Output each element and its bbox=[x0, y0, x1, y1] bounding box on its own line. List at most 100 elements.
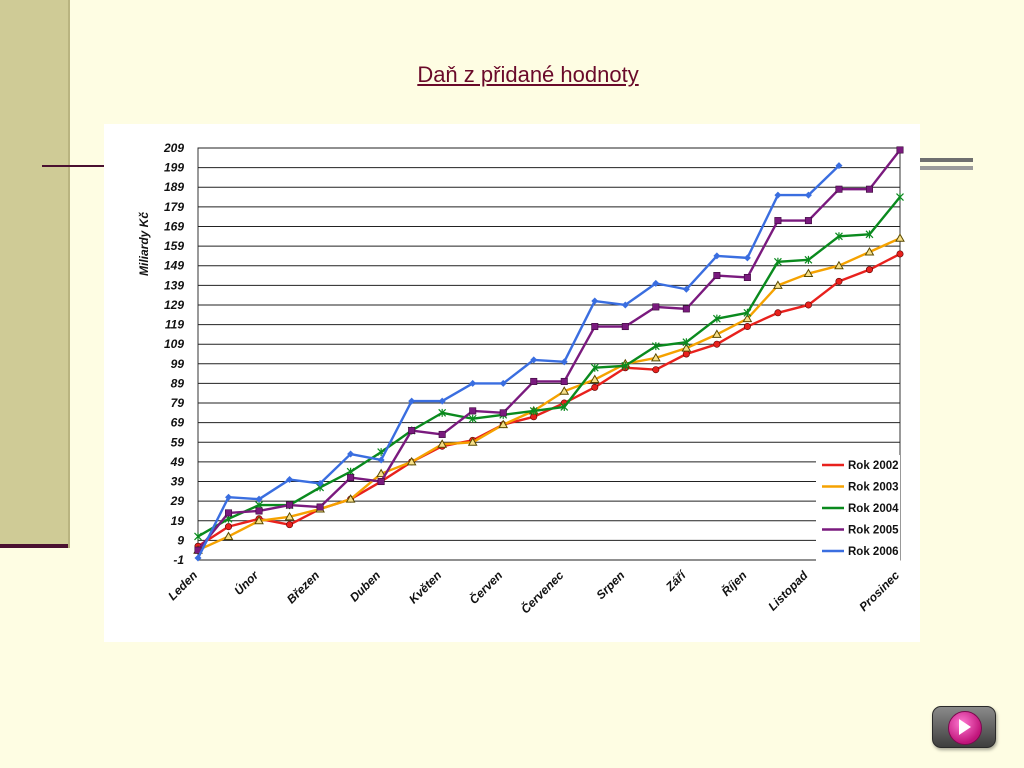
series-line bbox=[196, 164, 840, 559]
data-point bbox=[650, 352, 661, 362]
y-tick-label: 209 bbox=[163, 141, 184, 155]
data-point bbox=[347, 450, 355, 458]
data-point bbox=[743, 254, 751, 262]
data-point bbox=[345, 494, 356, 503]
data-point bbox=[773, 257, 782, 266]
data-point bbox=[742, 313, 753, 323]
data-point bbox=[651, 342, 660, 351]
data-point bbox=[621, 301, 629, 309]
y-tick-label: 49 bbox=[170, 455, 185, 469]
data-point bbox=[652, 303, 660, 311]
play-icon bbox=[959, 719, 971, 735]
y-tick-label: 19 bbox=[171, 514, 185, 528]
data-point bbox=[835, 185, 843, 193]
series-line bbox=[197, 149, 901, 551]
data-point bbox=[408, 397, 416, 405]
series-line bbox=[197, 196, 901, 538]
data-point bbox=[589, 374, 600, 384]
data-point bbox=[438, 430, 446, 438]
legend-label: Rok 2005 bbox=[848, 525, 899, 537]
data-point bbox=[590, 363, 599, 372]
data-point bbox=[469, 379, 477, 387]
y-tick-label: 99 bbox=[171, 357, 185, 371]
x-tick-label: Červenec bbox=[518, 567, 567, 616]
side-panel bbox=[0, 0, 70, 548]
data-point bbox=[223, 531, 234, 540]
legend-label: Rok 2003 bbox=[848, 482, 899, 494]
data-point bbox=[559, 386, 570, 395]
data-point bbox=[438, 397, 446, 405]
top-divider bbox=[42, 165, 104, 167]
data-point bbox=[835, 277, 843, 285]
data-point bbox=[194, 554, 202, 562]
data-point bbox=[865, 185, 873, 193]
decorative-bar bbox=[919, 158, 973, 162]
data-point bbox=[194, 532, 202, 541]
vat-line-chart: -1 9 19 29 39 49 59 69 79 89 99 109 119 129 139 149 159 1… bbox=[137, 141, 905, 616]
y-tick-label: 139 bbox=[164, 278, 184, 292]
x-tick-label: Květen bbox=[406, 568, 444, 606]
data-point bbox=[438, 408, 447, 417]
data-point bbox=[286, 501, 294, 509]
data-point bbox=[591, 383, 599, 391]
y-tick-label: 189 bbox=[164, 180, 184, 194]
data-point bbox=[286, 476, 294, 484]
x-tick-label: Leden bbox=[165, 568, 200, 603]
data-point bbox=[286, 521, 294, 529]
data-point bbox=[406, 456, 417, 466]
y-tick-label: 119 bbox=[165, 318, 184, 332]
y-tick-label: 109 bbox=[164, 337, 184, 351]
data-point bbox=[774, 309, 782, 317]
data-point bbox=[743, 323, 751, 331]
data-point bbox=[437, 439, 448, 448]
data-point bbox=[865, 230, 874, 239]
next-slide-button[interactable] bbox=[932, 706, 996, 748]
x-tick-label: Listopad bbox=[765, 568, 811, 614]
legend-label: Rok 2006 bbox=[848, 546, 899, 558]
x-tick-label: Duben bbox=[347, 568, 383, 604]
data-point bbox=[530, 356, 538, 364]
decorative-bar bbox=[919, 166, 973, 170]
data-point bbox=[255, 507, 263, 515]
data-point bbox=[408, 427, 416, 435]
data-point bbox=[621, 361, 630, 370]
legend-label: Rok 2004 bbox=[848, 503, 899, 515]
data-point bbox=[225, 509, 233, 517]
data-point bbox=[468, 414, 477, 423]
data-point bbox=[896, 250, 904, 258]
x-tick-label: Březen bbox=[284, 568, 322, 606]
data-point bbox=[682, 305, 690, 313]
data-point bbox=[225, 523, 233, 531]
data-point bbox=[682, 285, 690, 293]
data-point bbox=[865, 266, 873, 274]
data-point bbox=[652, 366, 660, 374]
data-point bbox=[377, 478, 385, 486]
data-point bbox=[713, 340, 721, 348]
series-line bbox=[197, 237, 901, 552]
data-point bbox=[743, 273, 751, 281]
y-tick-label: 89 bbox=[171, 376, 185, 390]
data-point bbox=[804, 217, 812, 225]
data-point bbox=[652, 279, 660, 287]
data-point bbox=[529, 406, 538, 415]
data-point bbox=[864, 246, 875, 256]
x-tick-label: Září bbox=[662, 567, 689, 594]
data-point bbox=[774, 217, 782, 225]
data-point bbox=[316, 503, 324, 511]
data-point bbox=[377, 456, 385, 464]
data-point bbox=[560, 402, 569, 411]
slide-title: Daň z přidané hodnoty bbox=[417, 62, 639, 87]
y-tick-label: 29 bbox=[170, 494, 185, 508]
data-point bbox=[498, 419, 509, 429]
data-point bbox=[621, 323, 629, 331]
data-point bbox=[347, 474, 355, 482]
data-point bbox=[773, 280, 783, 289]
y-tick-label: 39 bbox=[171, 475, 185, 489]
decorative-bars bbox=[919, 158, 973, 178]
data-point bbox=[713, 252, 721, 260]
y-tick-label: 69 bbox=[171, 416, 185, 430]
data-point bbox=[284, 511, 295, 521]
data-point bbox=[681, 343, 692, 352]
data-point bbox=[713, 272, 721, 280]
data-point bbox=[530, 377, 538, 385]
